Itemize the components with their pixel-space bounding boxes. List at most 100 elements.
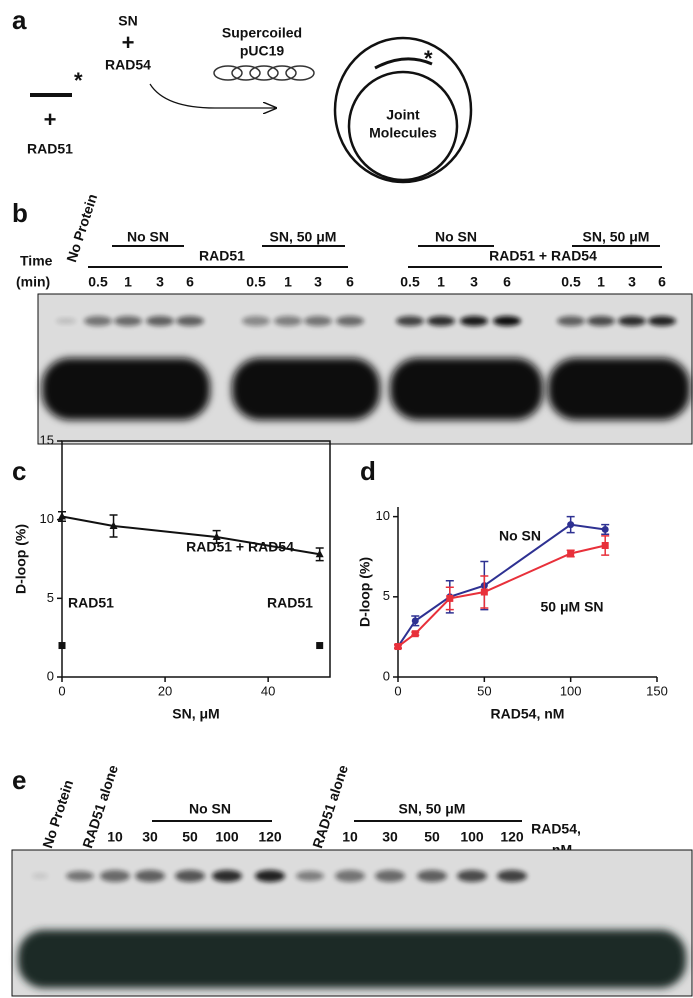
gel-band xyxy=(175,870,205,882)
free-dna xyxy=(548,358,690,420)
y-tick-label: 10 xyxy=(40,511,54,526)
series-label: 50 μM SN xyxy=(540,599,603,615)
concentration-label: 10 xyxy=(107,829,123,845)
y-tick-label: 10 xyxy=(376,508,390,523)
y-tick-label: 0 xyxy=(47,668,54,683)
group-label: No SN xyxy=(189,801,231,817)
free-dna xyxy=(18,930,686,988)
time-label: 0.5 xyxy=(246,274,266,290)
free-dna xyxy=(42,358,210,420)
diagram-label: SN xyxy=(118,13,137,29)
gel-band xyxy=(66,871,94,881)
gel-band xyxy=(557,316,585,326)
gel-band xyxy=(56,318,76,324)
data-point xyxy=(480,588,488,596)
x-tick-label: 20 xyxy=(158,683,172,698)
y-tick-label: 15 xyxy=(40,432,54,447)
x-tick-label: 150 xyxy=(646,683,668,698)
diagram-star: * xyxy=(74,68,83,93)
data-point xyxy=(58,642,66,650)
lane-label: No Protein xyxy=(63,192,100,264)
gel-band xyxy=(427,316,455,326)
group-label: No SN xyxy=(127,229,169,245)
group-label: No SN xyxy=(435,229,477,245)
data-point xyxy=(109,521,118,529)
y-tick-label: 5 xyxy=(383,588,390,603)
gel-band xyxy=(304,316,332,326)
series-label: RAD51 xyxy=(68,595,114,611)
gel-band xyxy=(32,873,48,879)
time-label: 0.5 xyxy=(88,274,108,290)
data-line xyxy=(61,515,320,556)
data-point xyxy=(212,532,221,540)
data-point xyxy=(411,630,419,638)
gel-band xyxy=(100,870,130,882)
gel-band xyxy=(417,870,447,882)
group-label: SN, 50 μM xyxy=(399,801,466,817)
free-dna xyxy=(390,358,543,420)
concentration-label: 10 xyxy=(342,829,358,845)
gel-band xyxy=(255,870,285,882)
gel-band xyxy=(114,316,142,326)
data-point xyxy=(567,550,575,558)
plot-frame xyxy=(61,440,331,678)
concentration-label: 100 xyxy=(215,829,239,845)
concentration-label: 120 xyxy=(500,829,524,845)
plasmid-inner xyxy=(347,70,459,182)
diagram-label: Molecules xyxy=(369,125,437,141)
time-label: (min) xyxy=(16,274,50,290)
gel-band xyxy=(396,316,424,326)
gel xyxy=(11,849,693,997)
time-label: 0.5 xyxy=(561,274,581,290)
time-label: 6 xyxy=(503,274,511,290)
data-line xyxy=(397,544,606,648)
gel-band xyxy=(618,316,646,326)
d-loop-strand xyxy=(374,57,433,70)
diagram-label: pUC19 xyxy=(240,43,285,59)
series-label: No SN xyxy=(499,528,541,544)
time-label: 6 xyxy=(658,274,666,290)
time-label: Time xyxy=(20,253,53,269)
concentration-label: 50 xyxy=(182,829,198,845)
time-label: 3 xyxy=(156,274,164,290)
time-label: 3 xyxy=(470,274,478,290)
time-label: 3 xyxy=(628,274,636,290)
gel-band xyxy=(335,870,365,882)
gel-band xyxy=(146,316,174,326)
data-point xyxy=(567,521,575,529)
supercoiled-dna xyxy=(213,65,315,81)
data-point xyxy=(58,512,66,520)
diagram-label: RAD51 xyxy=(27,141,73,157)
panel-label: d xyxy=(360,456,376,486)
gel-band xyxy=(135,870,165,882)
group-label: SN, 50 μM xyxy=(270,229,337,245)
time-label: 0.5 xyxy=(400,274,420,290)
gel-band xyxy=(493,316,521,326)
gel-band xyxy=(212,870,242,882)
gel-band xyxy=(296,871,324,881)
panel-label: c xyxy=(12,456,26,486)
gel-band xyxy=(375,870,405,882)
gel-band xyxy=(336,316,364,326)
y-axis-label: D-loop (%) xyxy=(13,524,29,594)
panel-label: b xyxy=(12,198,28,228)
concentration-label: 120 xyxy=(258,829,282,845)
series-label: RAD51 xyxy=(267,595,313,611)
time-label: 6 xyxy=(186,274,194,290)
concentration-label: 50 xyxy=(424,829,440,845)
arrow xyxy=(149,83,276,108)
data-point xyxy=(601,525,609,533)
diagram-label: RAD54 xyxy=(105,57,151,73)
x-tick-label: 0 xyxy=(394,683,401,698)
data-point xyxy=(601,541,609,549)
panel-label: e xyxy=(12,765,26,795)
diagram-plus: + xyxy=(44,107,57,132)
diagram-star: * xyxy=(424,46,433,71)
gel-band xyxy=(457,870,487,882)
gel-band xyxy=(84,316,112,326)
panel-label: a xyxy=(12,5,27,35)
data-point xyxy=(411,617,419,625)
gel xyxy=(37,293,693,445)
gel-band xyxy=(274,316,302,326)
gel-band xyxy=(648,316,676,326)
